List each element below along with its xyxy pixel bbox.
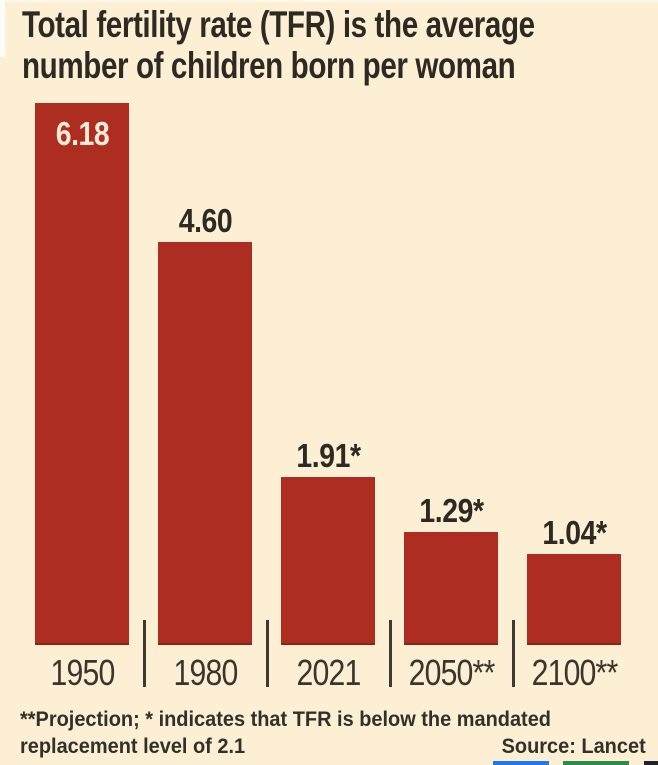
footnote-line-1: **Projection; * indicates that TFR is be… bbox=[20, 708, 551, 731]
bar-value-label-2021: 1.91* bbox=[295, 437, 361, 474]
top-edge-sliver bbox=[0, 0, 658, 2]
blue-strip bbox=[493, 761, 549, 765]
axis-year-label-2021: 2021 bbox=[296, 652, 361, 693]
source-attribution: Source: Lancet bbox=[501, 735, 646, 758]
bar-value-label-1950: 6.18 bbox=[55, 115, 109, 152]
axis-divider bbox=[265, 620, 269, 687]
bar-value-label-1980: 4.60 bbox=[178, 202, 232, 239]
bar-2021 bbox=[281, 477, 375, 645]
footer-row: replacement level of 2.1 Source: Lancet bbox=[20, 733, 646, 760]
axis-year-label-1980: 1980 bbox=[173, 652, 238, 693]
dark-strip bbox=[644, 761, 658, 765]
axis-divider bbox=[388, 620, 392, 687]
chart-title: Total fertility rate (TFR) is the averag… bbox=[22, 4, 658, 86]
axis-year-label-2050**: 2050** bbox=[408, 652, 495, 693]
chart-title-line-2: number of children born per woman bbox=[22, 45, 516, 86]
green-strip bbox=[563, 761, 629, 765]
chart-title-line-1: Total fertility rate (TFR) is the averag… bbox=[22, 4, 535, 45]
chart-footer: **Projection; * indicates that TFR is be… bbox=[20, 706, 646, 760]
bar-value-label-2050**: 1.29* bbox=[418, 492, 484, 529]
bar-value-label-2100**: 1.04* bbox=[541, 514, 607, 551]
bar-2100** bbox=[527, 554, 621, 645]
footnote-line-2: replacement level of 2.1 bbox=[20, 735, 246, 758]
axis-year-label-2100**: 2100** bbox=[531, 652, 618, 693]
axis-divider bbox=[511, 620, 515, 687]
axis-divider bbox=[142, 620, 146, 687]
bar-1980 bbox=[158, 242, 252, 645]
bar-1950 bbox=[35, 103, 129, 645]
left-edge-sliver bbox=[0, 0, 5, 57]
axis-year-label-1950: 1950 bbox=[50, 652, 115, 693]
bar-2050** bbox=[404, 532, 498, 645]
